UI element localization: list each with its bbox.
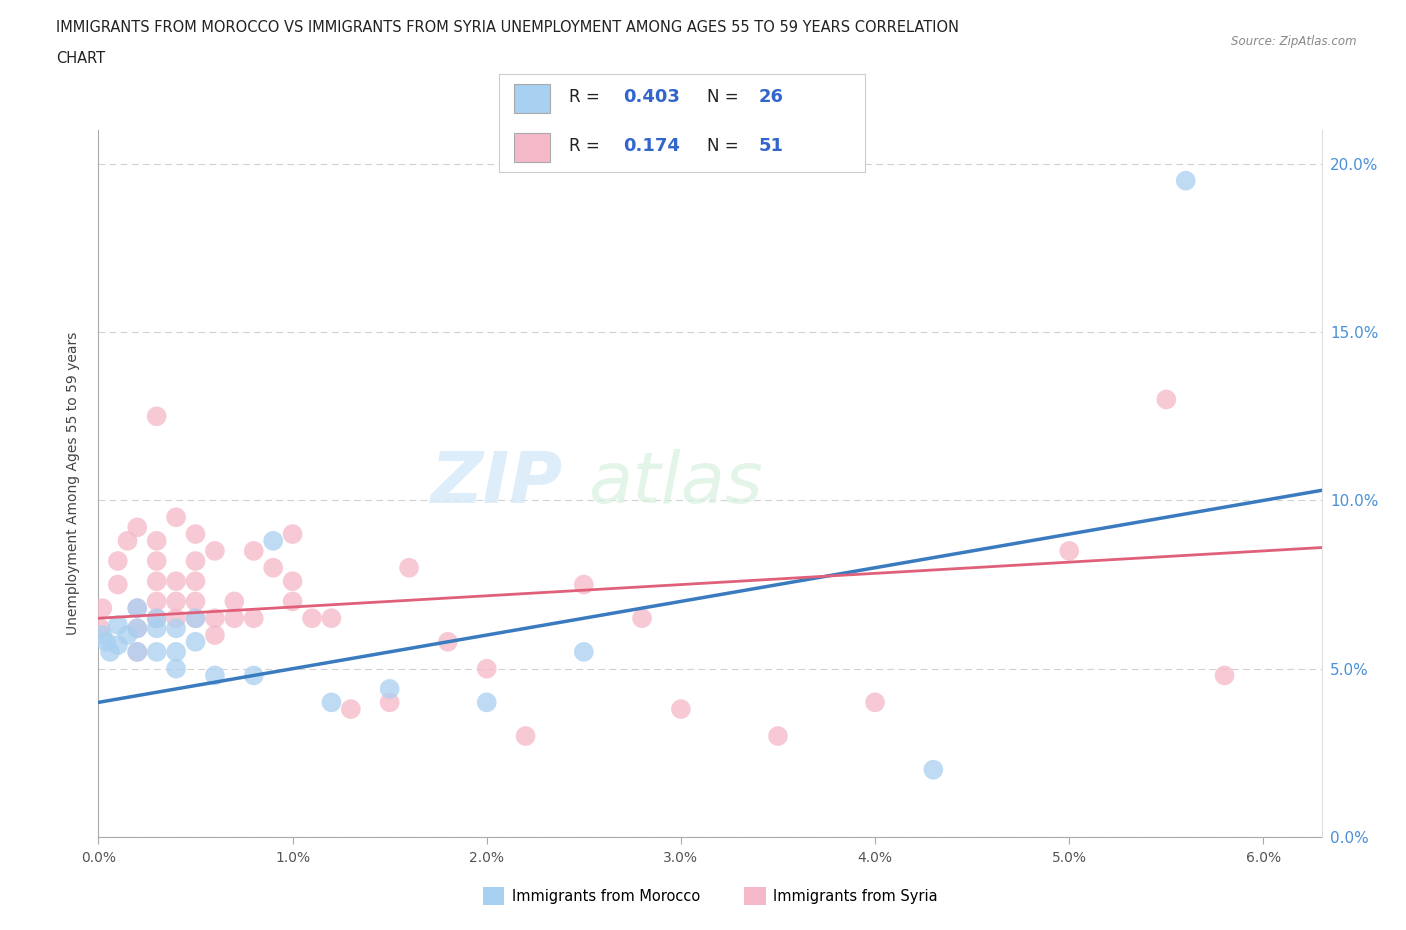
Point — [184, 611, 207, 626]
Point — [281, 526, 304, 541]
Point — [145, 574, 167, 589]
Point — [145, 553, 167, 568]
Point — [165, 594, 187, 609]
Point — [242, 668, 264, 683]
Point — [165, 621, 187, 636]
Point — [204, 628, 226, 643]
Point — [1213, 668, 1236, 683]
Point — [98, 644, 121, 659]
Point — [127, 520, 149, 535]
Text: 0.403: 0.403 — [623, 87, 681, 106]
Text: 26: 26 — [759, 87, 783, 106]
Point — [165, 644, 187, 659]
Legend: Immigrants from Morocco, Immigrants from Syria: Immigrants from Morocco, Immigrants from… — [477, 882, 943, 911]
Point — [262, 560, 284, 575]
Point — [127, 601, 149, 616]
Point — [242, 611, 264, 626]
Point — [145, 644, 167, 659]
Point — [127, 644, 149, 659]
Text: 51: 51 — [759, 137, 783, 154]
Point — [91, 628, 114, 643]
Point — [378, 695, 401, 710]
Text: Source: ZipAtlas.com: Source: ZipAtlas.com — [1232, 35, 1357, 48]
Point — [107, 618, 129, 632]
Point — [127, 621, 149, 636]
Point — [515, 728, 537, 743]
Point — [145, 534, 167, 549]
Point — [184, 611, 207, 626]
Point — [224, 594, 246, 609]
Point — [204, 543, 226, 558]
Point — [117, 628, 139, 643]
Point — [631, 611, 654, 626]
Point — [204, 668, 226, 683]
Text: N =: N = — [707, 87, 744, 106]
Point — [669, 701, 692, 716]
Y-axis label: Unemployment Among Ages 55 to 59 years: Unemployment Among Ages 55 to 59 years — [66, 332, 80, 635]
Text: CHART: CHART — [56, 51, 105, 66]
Text: atlas: atlas — [588, 449, 762, 518]
Point — [165, 661, 187, 676]
Text: R =: R = — [568, 87, 605, 106]
Point — [262, 534, 284, 549]
Point — [165, 611, 187, 626]
Point — [145, 611, 167, 626]
Point — [184, 594, 207, 609]
Point — [145, 409, 167, 424]
Point — [475, 695, 498, 710]
Point — [922, 763, 945, 777]
Point — [224, 611, 246, 626]
Text: ZIP: ZIP — [432, 449, 564, 518]
Point — [766, 728, 789, 743]
Point — [165, 574, 187, 589]
Point — [572, 578, 595, 592]
Point — [475, 661, 498, 676]
Point — [89, 621, 111, 636]
Point — [1174, 173, 1197, 188]
Text: 0.174: 0.174 — [623, 137, 681, 154]
Point — [1057, 543, 1080, 558]
Point — [127, 644, 149, 659]
Point — [107, 638, 129, 653]
Point — [127, 601, 149, 616]
Point — [398, 560, 420, 575]
Text: R =: R = — [568, 137, 610, 154]
Point — [117, 534, 139, 549]
Point — [1156, 392, 1178, 407]
Point — [184, 574, 207, 589]
Point — [127, 621, 149, 636]
Point — [321, 695, 343, 710]
Point — [184, 553, 207, 568]
Point — [378, 682, 401, 697]
Bar — [513, 85, 550, 113]
Point — [437, 634, 460, 649]
Point — [145, 621, 167, 636]
Point — [165, 510, 187, 525]
Point — [145, 594, 167, 609]
Point — [204, 611, 226, 626]
Point — [184, 526, 207, 541]
Point — [96, 634, 118, 649]
Point — [281, 574, 304, 589]
Point — [572, 644, 595, 659]
Point — [321, 611, 343, 626]
Point — [145, 611, 167, 626]
Point — [281, 594, 304, 609]
Text: N =: N = — [707, 137, 744, 154]
Bar — [513, 133, 550, 163]
Point — [301, 611, 323, 626]
Point — [91, 601, 114, 616]
Point — [863, 695, 886, 710]
Point — [340, 701, 363, 716]
Point — [184, 634, 207, 649]
Point — [107, 553, 129, 568]
Text: IMMIGRANTS FROM MOROCCO VS IMMIGRANTS FROM SYRIA UNEMPLOYMENT AMONG AGES 55 TO 5: IMMIGRANTS FROM MOROCCO VS IMMIGRANTS FR… — [56, 20, 959, 35]
Point — [107, 578, 129, 592]
Point — [242, 543, 264, 558]
